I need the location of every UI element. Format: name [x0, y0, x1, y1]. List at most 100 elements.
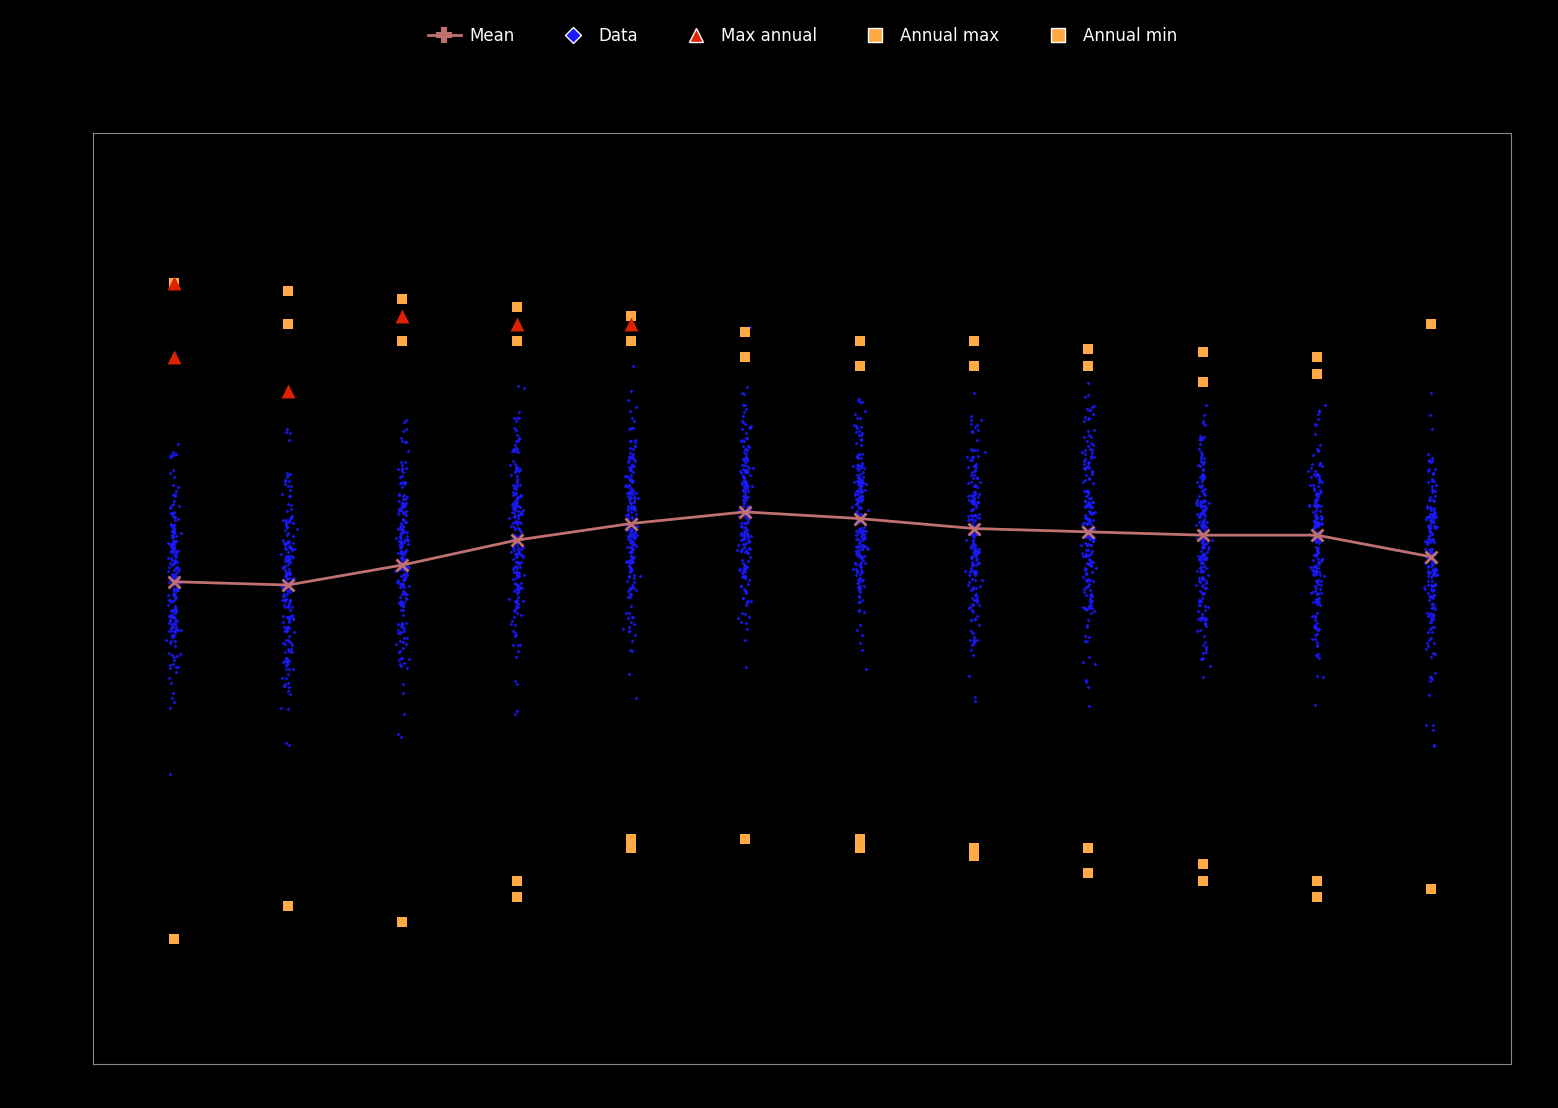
- Point: [156, 592, 181, 609]
- Point: [393, 531, 418, 548]
- Point: [848, 425, 872, 443]
- Point: [1184, 473, 1209, 491]
- Point: [961, 632, 986, 649]
- Point: [276, 597, 301, 615]
- Point: [1070, 473, 1095, 491]
- Point: [388, 543, 413, 561]
- Point: [160, 443, 185, 461]
- Point: [1419, 316, 1444, 334]
- Point: [960, 612, 985, 629]
- Point: [276, 653, 301, 670]
- Point: [617, 462, 642, 480]
- Point: [270, 669, 294, 687]
- Point: [848, 583, 872, 601]
- Point: [849, 561, 874, 578]
- Point: [1422, 517, 1447, 535]
- Point: [164, 658, 189, 676]
- Point: [1422, 575, 1447, 593]
- Point: [1309, 458, 1334, 475]
- Point: [1184, 493, 1209, 511]
- Point: [619, 547, 643, 565]
- Point: [165, 562, 190, 579]
- Point: [855, 501, 880, 519]
- Point: [735, 507, 760, 525]
- Point: [388, 469, 413, 486]
- Point: [1421, 507, 1446, 525]
- Point: [1187, 435, 1212, 453]
- Point: [506, 544, 531, 562]
- Point: [622, 493, 647, 511]
- Point: [162, 468, 187, 485]
- Point: [1304, 510, 1329, 527]
- Point: [622, 412, 647, 430]
- Point: [1077, 502, 1102, 520]
- Point: [1186, 550, 1211, 567]
- Point: [849, 490, 874, 507]
- Point: [1421, 491, 1446, 509]
- Point: [1192, 512, 1217, 530]
- Point: [160, 524, 185, 542]
- Point: [1080, 593, 1105, 611]
- Point: [274, 578, 299, 596]
- Point: [963, 556, 988, 574]
- Point: [846, 499, 871, 516]
- Point: [393, 543, 418, 561]
- Point: [1075, 864, 1100, 882]
- Point: [1421, 510, 1446, 527]
- Point: [277, 614, 302, 632]
- Point: [1078, 591, 1103, 608]
- Point: [620, 525, 645, 543]
- Point: [274, 423, 299, 441]
- Point: [1072, 408, 1097, 425]
- Point: [160, 529, 185, 546]
- Point: [615, 527, 640, 545]
- Point: [735, 511, 760, 529]
- Point: [1192, 526, 1217, 544]
- Point: [734, 463, 759, 481]
- Point: [1073, 497, 1098, 515]
- Point: [391, 575, 416, 593]
- Point: [848, 472, 872, 490]
- Point: [1421, 560, 1446, 577]
- Point: [394, 526, 419, 544]
- Point: [508, 636, 533, 654]
- Point: [394, 560, 419, 577]
- Point: [391, 475, 416, 493]
- Point: [505, 478, 530, 495]
- Point: [1080, 462, 1105, 480]
- Point: [503, 599, 528, 617]
- Point: [1413, 532, 1438, 550]
- Point: [735, 526, 760, 544]
- Point: [1306, 402, 1331, 420]
- Point: [1422, 513, 1447, 531]
- Point: [961, 544, 986, 562]
- Point: [1075, 497, 1100, 515]
- Point: [1299, 584, 1324, 602]
- Point: [619, 448, 643, 465]
- Point: [844, 502, 869, 520]
- Point: [505, 443, 530, 461]
- Point: [388, 624, 413, 642]
- Point: [851, 463, 876, 481]
- Point: [963, 506, 988, 524]
- Point: [1192, 535, 1217, 553]
- Point: [620, 562, 645, 579]
- Point: [1078, 503, 1103, 521]
- Point: [502, 409, 527, 427]
- Point: [841, 417, 866, 434]
- Point: [162, 561, 187, 578]
- Point: [622, 492, 647, 510]
- Point: [274, 565, 299, 583]
- Point: [276, 633, 301, 650]
- Point: [957, 492, 982, 510]
- Point: [388, 557, 413, 575]
- Point: [505, 592, 530, 609]
- Point: [848, 497, 872, 515]
- Point: [1190, 472, 1215, 490]
- Point: [617, 488, 642, 505]
- Point: [849, 500, 874, 517]
- Point: [1299, 552, 1324, 570]
- Point: [846, 505, 871, 523]
- Point: [1192, 523, 1217, 541]
- Point: [732, 397, 757, 414]
